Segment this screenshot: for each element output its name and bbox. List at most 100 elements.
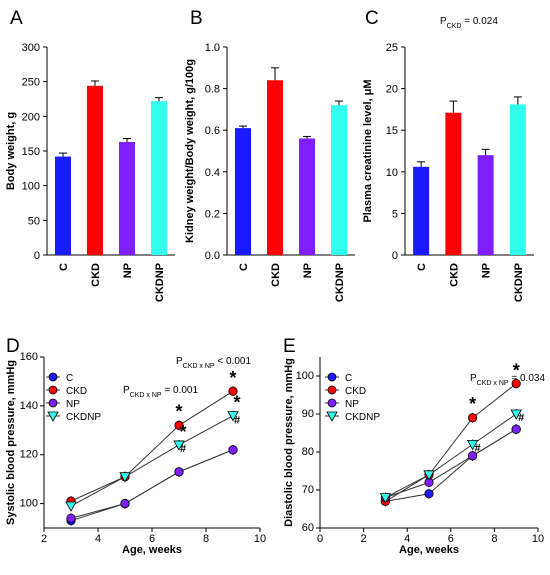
- x-tick-label: 2: [41, 533, 47, 545]
- y-tick-label: 100: [20, 498, 38, 510]
- panel-letter: D: [6, 336, 20, 357]
- series-line-NP: [70, 449, 234, 519]
- legend-marker: [48, 385, 58, 395]
- series-line-CKDNP: [70, 415, 234, 507]
- category-label: NP: [122, 263, 134, 278]
- legend-label: CKDNP: [345, 412, 380, 423]
- legend-marker: [48, 398, 58, 408]
- legend-label: C: [66, 373, 73, 384]
- significance-asterisk: *: [179, 422, 186, 442]
- legend-marker: [48, 372, 58, 382]
- point-CKDNP: [119, 472, 131, 483]
- legend-label: CKD: [66, 386, 87, 397]
- y-tick-label: 0.4: [205, 167, 220, 179]
- category-label: CKDNP: [513, 263, 525, 302]
- x-axis-title: Age, weeks: [399, 544, 459, 556]
- x-tick-label: 6: [448, 533, 454, 545]
- y-tick-label: 0.8: [205, 84, 220, 96]
- bar-CKD: [87, 85, 103, 256]
- y-tick-label: 0.2: [205, 208, 220, 220]
- significance-asterisk: *: [233, 393, 240, 413]
- point-CKD: [511, 378, 521, 389]
- category-label: NP: [481, 263, 493, 278]
- x-tick-label: 8: [491, 533, 497, 545]
- y-tick-label: 80: [302, 446, 314, 458]
- legend-marker: [327, 372, 337, 382]
- bar-C: [413, 166, 430, 255]
- panel-E: E 60 70 80 90 100 0 2 4 6 8 10 Age, weeks Diastolic b…: [283, 336, 545, 556]
- y-tick-label: 250: [22, 77, 40, 89]
- x-tick-label: 6: [149, 533, 155, 545]
- series-line-NP: [385, 428, 517, 499]
- point-NP: [228, 445, 238, 455]
- y-tick-label: 100: [22, 181, 40, 193]
- y-tick-label: 10: [386, 167, 398, 179]
- point-C: [424, 489, 434, 499]
- y-axis-title: Plasma creatinine level, μM: [362, 79, 374, 222]
- category-label: CKDNP: [154, 263, 166, 302]
- panel-letter: E: [283, 336, 296, 357]
- y-tick-label: 120: [20, 449, 38, 461]
- y-tick-label: 1.0: [205, 42, 220, 54]
- bar-C: [55, 156, 71, 255]
- point-NP: [511, 424, 521, 434]
- bar-CKD: [445, 112, 462, 255]
- significance-hash: #: [234, 415, 240, 427]
- y-tick-label: 100: [296, 370, 314, 382]
- x-tick-label: 0: [317, 533, 323, 545]
- point-CKD: [228, 386, 238, 396]
- point-CKDNP: [379, 493, 392, 504]
- category-label: CKDNP: [334, 263, 346, 302]
- legend-label: NP: [345, 399, 359, 410]
- category-label: C: [238, 263, 250, 271]
- panel-D: D 100 120 140 160 2 4 6 8 10 Age, weeks Systolic bl…: [5, 336, 266, 556]
- point-CKDNP: [173, 440, 185, 451]
- significance-asterisk: *: [513, 361, 520, 381]
- panel-letter: B: [190, 8, 203, 29]
- y-tick-label: 5: [392, 208, 398, 220]
- panel-letter: A: [10, 8, 23, 29]
- legend-label: C: [345, 373, 352, 384]
- y-tick-label: 300: [22, 42, 40, 54]
- bar-C: [235, 128, 251, 255]
- y-tick-label: 0: [392, 250, 398, 262]
- y-tick-label: 200: [22, 111, 40, 123]
- point-CKDNP: [510, 409, 522, 420]
- point-CKD: [467, 413, 478, 423]
- significance-asterisk: *: [175, 401, 182, 421]
- y-tick-label: 70: [302, 484, 314, 496]
- x-tick-label: 10: [254, 533, 266, 545]
- x-tick-label: 4: [95, 533, 101, 545]
- panel-C: C 0 5 10 15 20 25 Plasma creatinine level, μM C C…: [362, 8, 534, 302]
- y-tick-label: 90: [302, 408, 314, 420]
- point-NP: [66, 513, 76, 523]
- x-tick-label: 2: [361, 533, 367, 545]
- legend-marker: [327, 385, 337, 395]
- x-axis-title: Age, weeks: [122, 544, 182, 556]
- point-CKDNP: [423, 470, 435, 481]
- panel-B: B 0.0 0.2 0.4 0.6 0.8 1.0 Kidney weight/Body we…: [184, 8, 355, 302]
- bar-CKDNP: [151, 101, 167, 255]
- bar-NP: [299, 138, 315, 255]
- category-label: C: [58, 263, 70, 271]
- category-label: CKD: [448, 263, 460, 287]
- category-label: CKD: [270, 263, 282, 287]
- y-axis-title: Diastolic blood pressure, mmHg: [283, 358, 295, 527]
- point-CKD: [174, 420, 184, 430]
- legend-label: CKD: [345, 386, 366, 397]
- legend-marker: [326, 411, 338, 422]
- x-tick-label: 8: [203, 533, 209, 545]
- y-tick-label: 60: [302, 522, 314, 534]
- point-NP: [120, 498, 130, 509]
- y-axis-title: Systolic blood pressure, mmHg: [5, 360, 17, 525]
- p-value-annotation: PCKD x NP < 0.001: [176, 356, 251, 370]
- series-line-CKDNP: [385, 413, 517, 499]
- significance-hash: #: [180, 443, 186, 455]
- bar-NP: [119, 141, 135, 255]
- legend-marker: [327, 398, 337, 408]
- y-tick-label: 0.0: [205, 250, 220, 262]
- point-NP: [467, 451, 478, 461]
